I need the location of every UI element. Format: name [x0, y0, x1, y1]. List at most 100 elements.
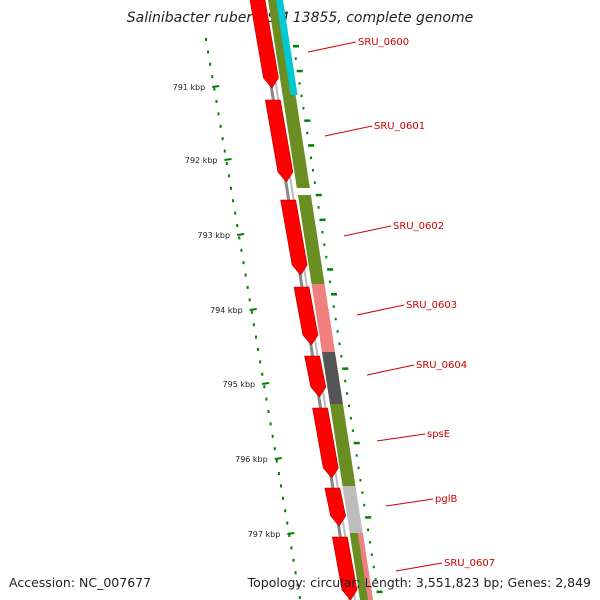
cog-tick [344, 379, 347, 383]
ruler-dot [242, 261, 245, 265]
ruler-dot [288, 534, 291, 537]
kbp-major-tick [212, 85, 220, 88]
cog-tick [348, 404, 351, 408]
gene-label-leader [324, 125, 373, 137]
cog-tick [368, 541, 371, 544]
forward-cds-track [249, 0, 358, 600]
ruler-dot [265, 397, 268, 401]
kbp-major-tick [236, 233, 245, 236]
cog-tick [340, 355, 343, 358]
gene-label-leader [307, 41, 357, 53]
kbp-major-tick [224, 158, 232, 161]
ruler-dot [215, 100, 218, 103]
cog-tick [349, 417, 352, 420]
gene-label: spsE [427, 429, 450, 440]
ruler-dot [250, 310, 253, 314]
cog-tick [329, 280, 332, 284]
gene-label-leader [385, 498, 434, 507]
ruler-dot [229, 186, 232, 190]
cog-tick [334, 317, 337, 321]
forward-cds-arrow [293, 286, 319, 346]
cog-segment-pink [357, 533, 373, 600]
cog-track [268, 0, 373, 600]
ruler-dot [232, 199, 235, 203]
cog-tick [363, 503, 366, 507]
ruler-dot [248, 298, 251, 302]
kbp-label: 791 kbp [173, 83, 206, 92]
kbp-labels: 791 kbp 792 kbp 793 kbp 794 kbp 795 kbp 796 k… [173, 83, 281, 539]
cog-segment [311, 284, 335, 352]
gene-label-leader [395, 562, 443, 572]
ruler-dot [269, 422, 272, 426]
cog-tick [321, 231, 324, 234]
ruler-dot [263, 385, 266, 389]
cog-tick [323, 243, 326, 246]
gene-label-leader [366, 364, 415, 376]
ruler-dot [211, 75, 214, 79]
cog-tick [292, 45, 299, 48]
cog-tick [304, 119, 311, 122]
ruler-dot [298, 596, 301, 599]
kbp-major-tick [274, 457, 282, 460]
cog-tick [361, 491, 364, 494]
cog-tick [367, 528, 370, 532]
ruler-dot [279, 484, 282, 488]
gene-label: SRU_0602 [393, 221, 444, 232]
ruler-dot [223, 149, 226, 153]
cog-tick [327, 268, 334, 271]
ruler-dot [290, 546, 293, 550]
cog-segment [321, 352, 343, 404]
cog-tick [353, 441, 360, 445]
forward-cds-arrow [331, 536, 358, 600]
cog-tick [319, 218, 326, 222]
genome-summary-text: Topology: circular; Length: 3,551,823 bp… [247, 575, 591, 590]
forward-cds-arrow [312, 407, 339, 479]
map-title: Salinibacter ruber DSM 13855, complete g… [126, 10, 474, 26]
cog-tick [332, 305, 335, 308]
accession-text: Accession: NC_007677 [9, 575, 152, 590]
cog-tick [370, 553, 373, 556]
ruler-dot [244, 273, 247, 277]
ruler-dot [267, 410, 270, 413]
cog-segment-cyan [276, 0, 298, 95]
kbp-label: 793 kbp [197, 231, 230, 240]
gene-label: SRU_0600 [358, 37, 409, 48]
cog-tick [338, 342, 341, 346]
ruler-dot [294, 571, 297, 575]
cog-tick [315, 193, 322, 197]
ruler-dot [292, 558, 295, 562]
ruler-dot [254, 335, 257, 339]
kbp-label: 796 kbp [235, 455, 268, 464]
ruler-dot [221, 137, 224, 141]
kbp-tick-marks [212, 85, 295, 535]
cog-tick [302, 107, 305, 110]
cog-tick [342, 367, 349, 370]
cog-tick [294, 57, 297, 60]
cog-tick [306, 131, 309, 135]
cog-tick [336, 330, 339, 333]
forward-cds-arrow [324, 487, 346, 527]
gene-label-leader [376, 433, 426, 442]
gene-label: pglB [435, 494, 457, 505]
ruler-dot [271, 434, 274, 438]
cog-segment [297, 195, 325, 284]
kbp-major-tick [261, 382, 270, 385]
ruler-dot [275, 459, 278, 463]
cog-tick [351, 429, 354, 432]
cog-segment [329, 404, 356, 486]
cog-tick [298, 82, 301, 85]
cog-tick [365, 516, 372, 519]
gene-label: SRU_0604 [416, 360, 467, 371]
cog-tick [346, 392, 349, 395]
ruler-dot [207, 50, 210, 54]
ruler-dot [277, 472, 280, 475]
ruler-dot [213, 87, 216, 91]
forward-cds-arrow [304, 355, 327, 398]
ruler-dot [252, 323, 255, 327]
ruler-dot [227, 174, 230, 178]
cog-tick [296, 69, 303, 73]
forward-cds-arrow [264, 99, 294, 183]
ruler-dot [219, 124, 222, 128]
kbp-label: 792 kbp [185, 156, 218, 165]
